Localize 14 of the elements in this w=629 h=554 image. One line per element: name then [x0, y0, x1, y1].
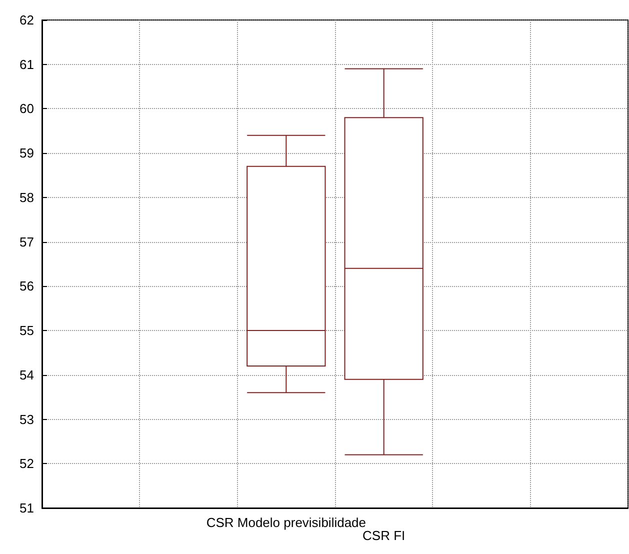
y-tick-label: 59 [20, 146, 34, 161]
y-tick-label: 57 [20, 234, 34, 250]
y-tick-label: 53 [20, 412, 34, 427]
y-tick-label: 55 [20, 323, 34, 338]
x-tick-label: CSR FI [362, 528, 406, 543]
y-tick-label: 56 [20, 278, 34, 294]
y-tick-label: 54 [20, 367, 34, 382]
y-tick-label: 61 [20, 56, 34, 72]
y-tick-label: 51 [20, 500, 34, 516]
y-tick-label: 58 [20, 190, 34, 205]
y-tick-label: 60 [20, 101, 34, 116]
y-tick-label: 52 [20, 456, 34, 472]
x-tick-label: CSR Modelo previsibilidade [206, 515, 366, 530]
y-tick-label: 62 [20, 12, 34, 28]
